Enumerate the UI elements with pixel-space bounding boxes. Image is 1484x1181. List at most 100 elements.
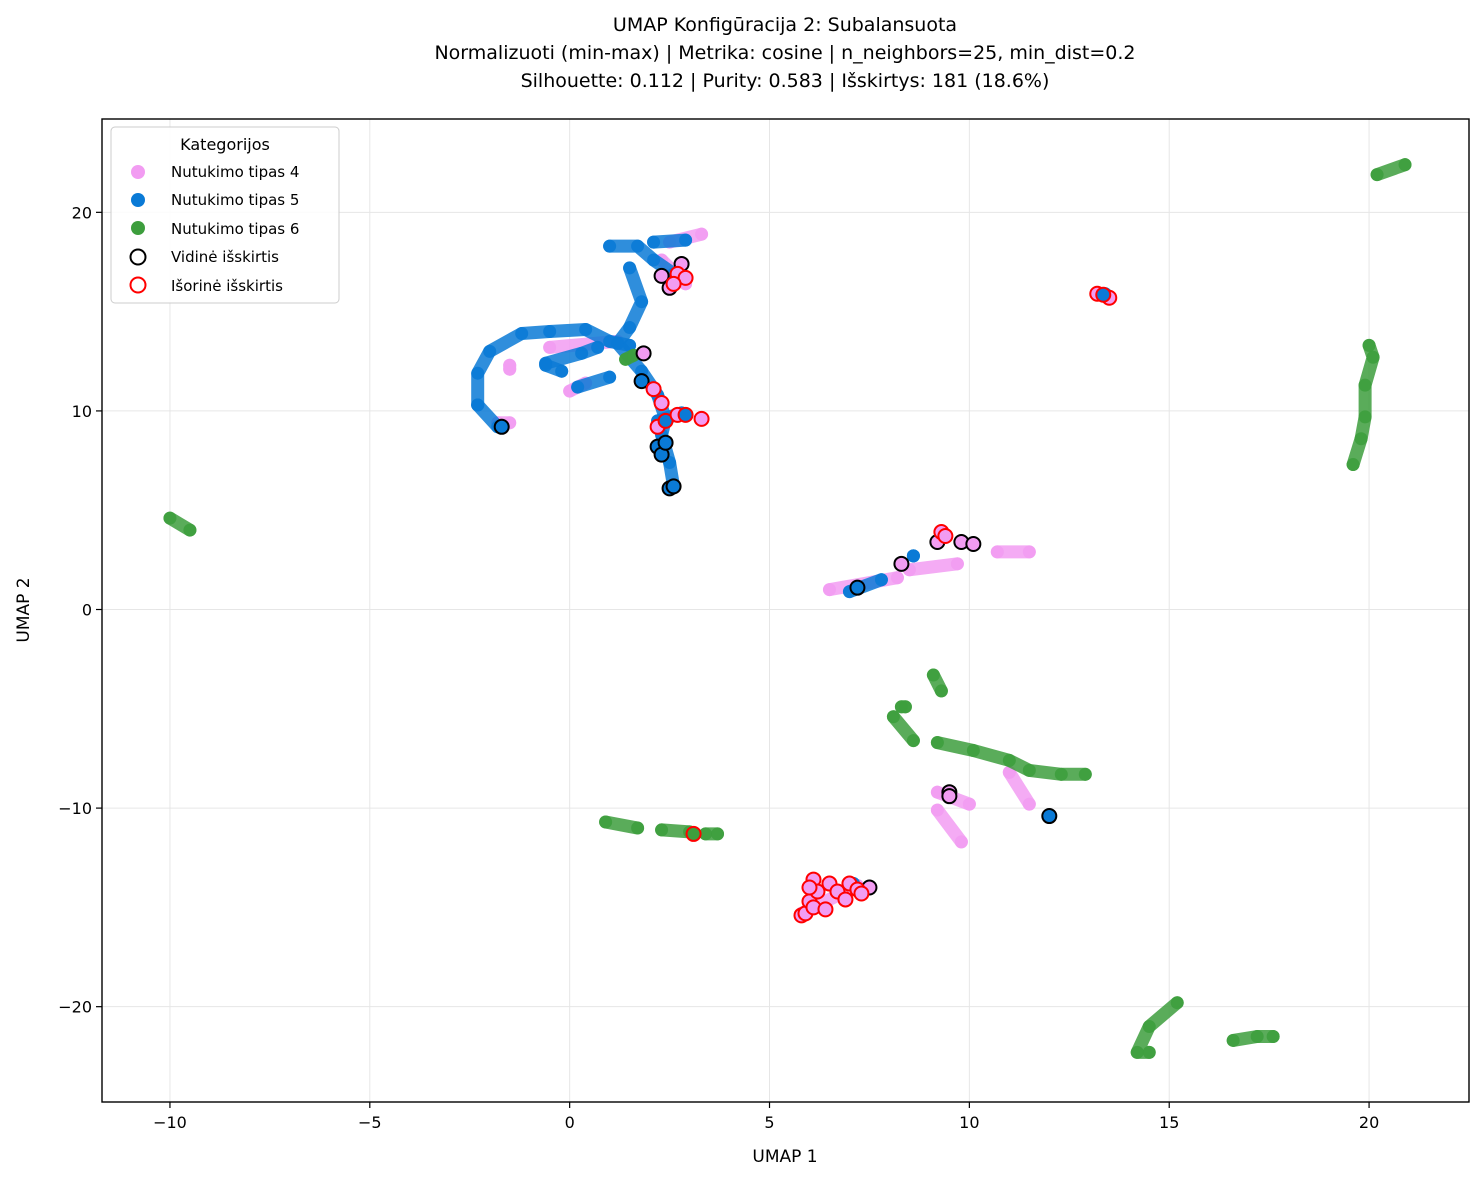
chart-title: UMAP Konfigūracija 2: Subalansuota Norma… xyxy=(434,14,1135,92)
data-point xyxy=(1398,158,1412,172)
data-point xyxy=(571,380,585,394)
legend-item-tipas-4: Nutukimo tipas 4 xyxy=(131,163,299,181)
x-tick-label: −5 xyxy=(358,1113,382,1132)
data-point xyxy=(655,823,669,837)
x-tick-label: 20 xyxy=(1359,1113,1379,1132)
outlier-point xyxy=(693,410,710,427)
data-point xyxy=(603,239,617,253)
legend-title: Kategorijos xyxy=(180,135,270,154)
legend-item-isorine-isskirtis: Išorinė išskirtis xyxy=(129,276,283,295)
series-6 xyxy=(163,158,1412,1059)
data-point xyxy=(679,233,693,247)
data-point xyxy=(635,295,649,309)
data-point xyxy=(631,239,645,253)
outlier-point xyxy=(853,885,870,902)
data-point xyxy=(471,398,485,412)
data-point xyxy=(515,326,529,340)
data-point xyxy=(990,545,1004,559)
point-cluster xyxy=(603,239,681,281)
data-point xyxy=(954,835,968,849)
outlier-point xyxy=(965,535,982,552)
point-cluster xyxy=(902,557,964,577)
y-tick-label: 10 xyxy=(72,402,92,421)
y-tick-label: −10 xyxy=(58,799,92,818)
data-point xyxy=(1022,545,1036,559)
data-point xyxy=(623,338,637,352)
outlier-point xyxy=(1095,286,1112,303)
data-point xyxy=(1250,1029,1264,1043)
outlier-point xyxy=(801,879,818,896)
data-point xyxy=(1054,767,1068,781)
data-point xyxy=(711,827,725,841)
legend: Kategorijos Nutukimo tipas 4 Nutukimo ti… xyxy=(110,126,340,304)
outlier-point xyxy=(1041,808,1058,825)
y-tick-label: −20 xyxy=(58,998,92,1017)
axis-ticks: −10 −5 0 5 10 15 20 −20 −10 0 10 20 xyxy=(58,203,1379,1132)
outlier-point xyxy=(685,825,702,842)
chart-title-line-2: Normalizuoti (min-max) | Metrika: cosine… xyxy=(434,42,1135,64)
outlier-layer xyxy=(493,255,1118,924)
data-point xyxy=(1170,996,1184,1010)
outlier-point xyxy=(941,788,958,805)
data-point xyxy=(950,557,964,571)
data-point xyxy=(599,815,613,829)
legend-marker-tipas-5 xyxy=(131,193,145,207)
y-axis-label: UMAP 2 xyxy=(14,577,34,642)
data-point xyxy=(962,797,976,811)
data-point xyxy=(623,261,637,275)
data-point xyxy=(1366,350,1380,364)
outlier-point xyxy=(635,345,652,362)
outlier-point xyxy=(817,901,834,918)
chart-title-line-3: Silhouette: 0.112 | Purity: 0.583 | Išsk… xyxy=(521,70,1050,92)
data-point xyxy=(930,785,944,799)
outlier-point xyxy=(665,478,682,495)
data-point xyxy=(1078,767,1092,781)
data-point xyxy=(591,340,605,354)
data-point xyxy=(890,571,904,585)
data-point xyxy=(471,366,485,380)
data-point xyxy=(539,358,553,372)
outlier-point xyxy=(677,406,694,423)
x-tick-label: −10 xyxy=(153,1113,187,1132)
data-point xyxy=(1130,1045,1144,1059)
data-point xyxy=(886,710,900,724)
data-point xyxy=(1226,1033,1240,1047)
point-cluster xyxy=(930,803,968,849)
data-point xyxy=(966,744,980,758)
y-tick-label: 20 xyxy=(72,203,92,222)
data-point xyxy=(623,321,637,335)
data-point xyxy=(1346,458,1360,472)
legend-label-tipas-6: Nutukimo tipas 6 xyxy=(171,220,299,238)
data-point xyxy=(555,364,569,378)
outlier-point xyxy=(665,275,682,292)
data-point xyxy=(822,583,836,597)
grid-lines xyxy=(102,119,1469,1102)
outer-outliers xyxy=(645,265,1118,924)
data-point xyxy=(1022,763,1036,777)
data-point xyxy=(579,323,593,337)
x-tick-label: 10 xyxy=(959,1113,979,1132)
data-point xyxy=(1370,168,1384,182)
legend-marker-isorine-isskirtis xyxy=(129,276,147,294)
outlier-point xyxy=(493,418,510,435)
y-tick-label: 0 xyxy=(82,601,92,620)
data-point xyxy=(695,227,709,241)
data-point xyxy=(930,736,944,750)
x-tick-label: 5 xyxy=(764,1113,774,1132)
data-point xyxy=(1266,1029,1280,1043)
data-point xyxy=(603,370,617,384)
data-point xyxy=(1022,797,1036,811)
x-tick-label: 15 xyxy=(1159,1113,1179,1132)
legend-label-tipas-4: Nutukimo tipas 4 xyxy=(171,163,299,181)
data-point xyxy=(874,573,888,587)
data-point xyxy=(1002,753,1016,767)
legend-label-vidine-isskirtis: Vidinė išskirtis xyxy=(171,248,279,266)
legend-item-vidine-isskirtis: Vidinė išskirtis xyxy=(129,248,279,266)
data-point xyxy=(1358,410,1372,424)
outlier-point xyxy=(645,381,662,398)
legend-item-tipas-5: Nutukimo tipas 5 xyxy=(131,191,299,209)
data-point xyxy=(575,346,589,360)
outlier-point xyxy=(893,555,910,572)
outlier-point xyxy=(849,579,866,596)
